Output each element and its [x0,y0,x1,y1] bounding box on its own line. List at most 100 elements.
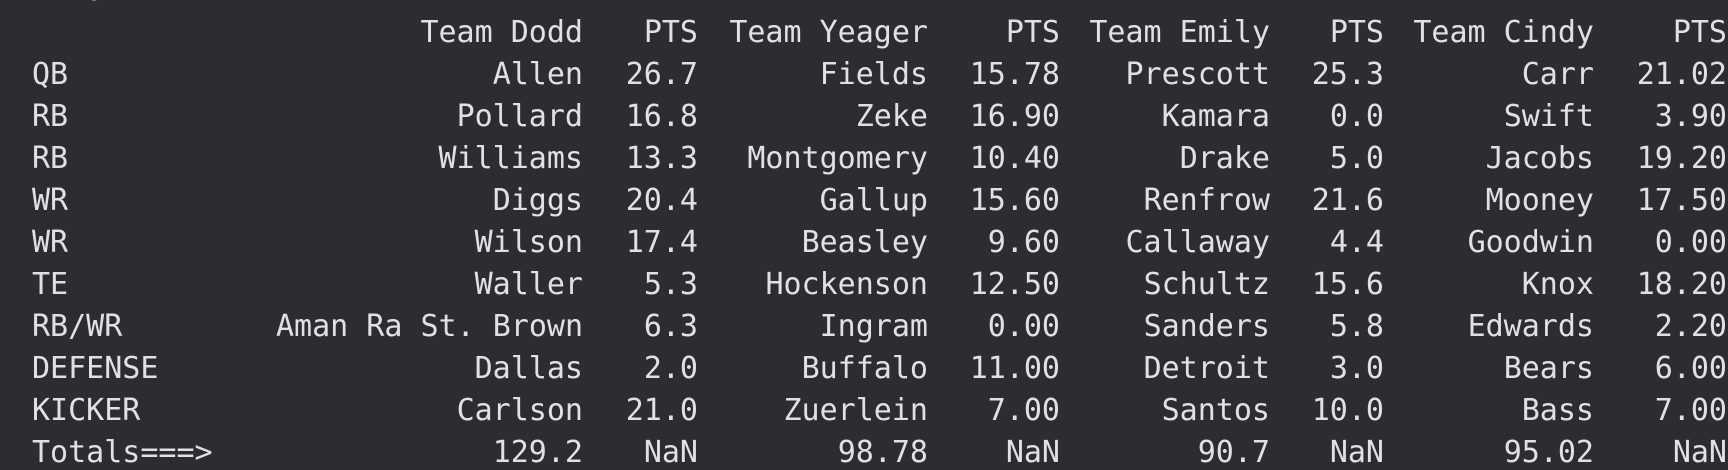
cell-team-dodd-player: Waller [474,267,583,302]
cell-team-yeager-player: Zeke [855,99,928,134]
cell-team-emily-player: Sanders [1143,309,1270,344]
cell-team-cindy-pts: 7.00 [1654,393,1727,428]
cell-team-cindy-pts: 2.20 [1654,309,1727,344]
cell-position: DEFENSE [32,351,159,386]
cell-team-cindy-player: Bears [1503,351,1594,386]
cell-team-emily-pts: 21.6 [1311,183,1384,218]
table-row: WR Diggs 20.4 Gallup 15.60 Renfrow 21.6 Mooney 1… [32,180,1727,222]
cell-team-cindy-pts: 6.00 [1654,351,1727,386]
cell-team-cindy-player: Mooney [1485,183,1594,218]
cell-team-yeager-pts: 0.00 [987,309,1060,344]
cell-team-yeager-player: Beasley [801,225,928,260]
header-team-emily-pts: PTS [1329,15,1384,50]
header-team-dodd-player: Team Dodd [420,15,583,50]
cell-team-yeager-pts: 15.60 [969,183,1060,218]
cell-team-emily-player: Drake [1179,141,1270,176]
cell-team-emily-player: 90.7 [1197,435,1270,470]
cell-team-dodd-player: Carlson [456,393,583,428]
cell-team-dodd-pts: 26.7 [625,57,698,92]
cell-team-yeager-player: Zuerlein [783,393,929,428]
cell-position: WR [32,225,69,260]
cell-team-yeager-player: Buffalo [801,351,928,386]
cell-team-cindy-pts: 3.90 [1654,99,1727,134]
header-team-emily-player: Team Emily [1089,15,1270,50]
cell-team-emily-player: Schultz [1143,267,1270,302]
cell-team-yeager-pts: 16.90 [969,99,1060,134]
table-row: RB Pollard 16.8 Zeke 16.90 Kamara 0.0 Swift 3.90 [32,96,1727,138]
table-row: TE Waller 5.3 Hockenson 12.50 Schultz 15.6 Knox… [32,264,1727,306]
header-team-yeager-pts: PTS [1005,15,1060,50]
table-row: RB Williams 13.3 Montgomery 10.40 Drake 5.0 Jac… [32,138,1727,180]
cell-team-yeager-player: Gallup [819,183,928,218]
cell-team-yeager-pts: 9.60 [987,225,1060,260]
cell-team-cindy-player: Swift [1503,99,1594,134]
cell-team-yeager-pts: 15.78 [969,57,1060,92]
table-header-row: Team Dodd PTS Team Yeager PTS Team Emily PTS T… [32,12,1727,54]
cell-team-yeager-pts: 12.50 [969,267,1060,302]
cell-team-dodd-player: Dallas [474,351,583,386]
cell-team-emily-player: Santos [1161,393,1270,428]
cell-team-cindy-pts: 18.20 [1636,267,1727,302]
cell-team-emily-pts: 0.0 [1329,99,1384,134]
cell-team-dodd-player: Diggs [492,183,583,218]
cell-team-cindy-pts: 21.02 [1636,57,1727,92]
cell-position: TE [32,267,69,302]
cell-position: WR [32,183,69,218]
cell-team-cindy-pts: 17.50 [1636,183,1727,218]
cell-team-cindy-pts: 19.20 [1636,141,1727,176]
header-team-cindy-pts: PTS [1672,15,1727,50]
cell-team-dodd-pts: 16.8 [625,99,698,134]
table-row: QB Allen 26.7 Fields 15.78 Prescott 25.3 Carr 21… [32,54,1727,96]
cell-team-yeager-player: 98.78 [837,435,928,470]
cell-team-yeager-pts: 11.00 [969,351,1060,386]
cell-team-emily-player: Kamara [1161,99,1270,134]
cell-team-emily-player: Prescott [1125,57,1271,92]
cell-position: RB [32,141,69,176]
cell-team-cindy-player: Jacobs [1485,141,1594,176]
cell-team-yeager-player: Ingram [819,309,928,344]
cell-position: RB [32,99,69,134]
table-row: KICKER Carlson 21.0 Zuerlein 7.00 Santos 10.0 B… [32,390,1727,432]
cell-team-dodd-pts: 6.3 [643,309,698,344]
cell-team-emily-pts: 4.4 [1329,225,1384,260]
cell-team-dodd-player: Allen [492,57,583,92]
cell-team-dodd-pts: 17.4 [625,225,698,260]
cell-team-dodd-player: Wilson [474,225,583,260]
cell-team-dodd-player: 129.2 [492,435,583,470]
cell-team-dodd-pts: 21.0 [625,393,698,428]
cell-team-dodd-player: Williams [438,141,584,176]
cell-team-dodd-pts: 2.0 [643,351,698,386]
cell-team-cindy-player: Bass [1521,393,1594,428]
table-row: DEFENSE Dallas 2.0 Buffalo 11.00 Detroit 3.0 Be… [32,348,1727,390]
cell-team-emily-pts: 5.8 [1329,309,1384,344]
cell-team-emily-pts: NaN [1329,435,1384,470]
cell-team-yeager-pts: 10.40 [969,141,1060,176]
cell-team-cindy-pts: NaN [1672,435,1727,470]
cell-team-emily-player: Detroit [1143,351,1270,386]
cell-team-yeager-player: Fields [819,57,928,92]
cell-team-cindy-player: Edwards [1467,309,1594,344]
cell-team-dodd-player: Pollard [456,99,583,134]
cell-team-yeager-player: Montgomery [747,141,928,176]
table-row: RB/WR Aman Ra St. Brown 6.3 Ingram 0.00 Sande… [32,306,1727,348]
header-team-cindy-player: Team Cindy [1413,15,1594,50]
table-totals-row: Totals===> 129.2 NaN 98.78 NaN 90.7 NaN 95.02 Na… [32,432,1727,470]
cell-team-yeager-pts: NaN [1005,435,1060,470]
cell-team-dodd-pts: 20.4 [625,183,698,218]
cell-team-emily-player: Callaway [1125,225,1271,260]
cell-team-cindy-pts: 0.00 [1654,225,1727,260]
header-team-dodd-pts: PTS [643,15,698,50]
cell-team-dodd-player: Aman Ra St. Brown [275,309,583,344]
cell-team-cindy-player: 95.02 [1503,435,1594,470]
cell-team-cindy-player: Carr [1521,57,1594,92]
table-row: WR Wilson 17.4 Beasley 9.60 Callaway 4.4 Goodwi… [32,222,1727,264]
cell-team-emily-pts: 3.0 [1329,351,1384,386]
cell-team-yeager-player: Hockenson [765,267,928,302]
cell-team-emily-player: Renfrow [1143,183,1270,218]
cell-team-dodd-pts: 5.3 [643,267,698,302]
cell-team-dodd-pts: 13.3 [625,141,698,176]
header-team-yeager-player: Team Yeager [729,15,928,50]
cell-team-emily-pts: 10.0 [1311,393,1384,428]
cell-team-emily-pts: 5.0 [1329,141,1384,176]
